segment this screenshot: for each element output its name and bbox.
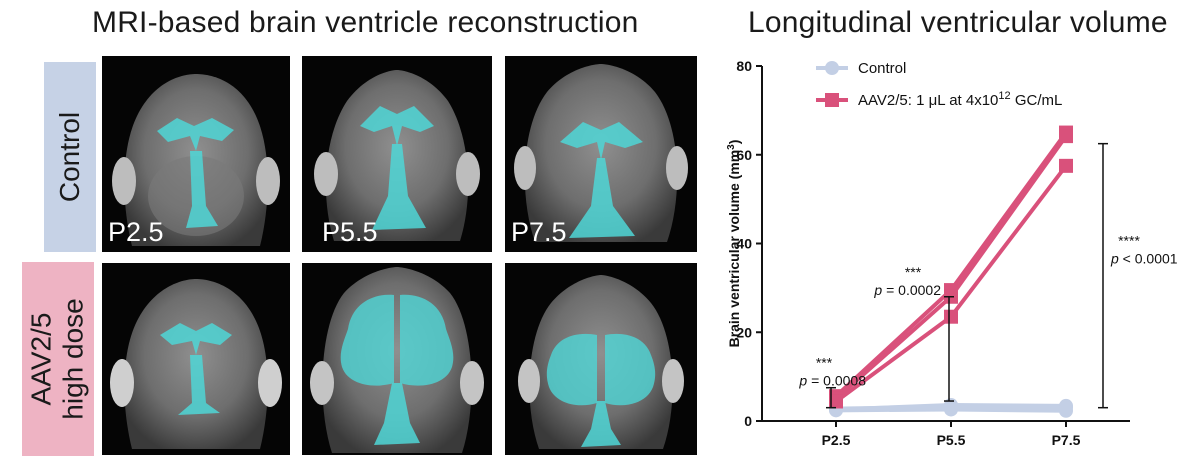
annotation-0-p-symbol: p: [798, 373, 807, 389]
annotation-2-stars: ****: [1118, 233, 1140, 249]
legend-0-marker: [825, 61, 839, 75]
mri-control-p2-5: P2.5: [102, 56, 290, 252]
legend-1-marker: [825, 93, 839, 107]
series-line-3: [834, 131, 1068, 398]
timepoint-label-control-p2-5: P2.5: [108, 217, 164, 247]
row-label-aav-line-2: high dose: [58, 298, 89, 420]
mri-control-p7-5: P7.5: [505, 56, 697, 252]
y-axis-title-sup: 3: [726, 144, 737, 150]
legend-0-label: Control: [858, 60, 906, 77]
timepoint-label-control-p7-5: P7.5: [511, 217, 567, 247]
series-line-4: [834, 134, 1068, 401]
annotation-1-stars: ***: [905, 264, 922, 280]
y-tick-label-1: 20: [736, 324, 752, 340]
row-label-control-text: Control: [54, 111, 86, 203]
mri-control-p5-5: P5.5: [302, 56, 492, 252]
y-axis-title: Brain ventricular volume (mm3): [726, 140, 743, 348]
row-label-aav-text: AAV2/5 high dose: [26, 298, 90, 419]
annotation-1-p: p = 0.0002: [873, 282, 941, 298]
annotation-1-p-value: = 0.0002: [882, 282, 941, 298]
legend-1-text-end: GC/mL: [1011, 92, 1063, 109]
legend-1-label: AAV2/5: 1 μL at 4x1012 GC/mL: [858, 90, 1062, 109]
x-tick-label-2: P7.5: [1052, 432, 1081, 448]
series-2-point-1: [944, 402, 958, 417]
y-tick-label-2: 40: [736, 236, 752, 252]
ventricular-volume-chart: 0 20 40 60 80 P2.5 P5.5 P7.5 Brain ventricular v…: [726, 58, 1178, 448]
y-axis-title-end: ): [726, 140, 742, 145]
annotation-2-p-value: < 0.0001: [1119, 251, 1178, 267]
series-5-point-1: [944, 309, 958, 324]
annotation-2-p-symbol: p: [1110, 251, 1119, 267]
annotation-0-p: p = 0.0008: [798, 373, 866, 389]
x-tick-label-1: P5.5: [937, 432, 966, 448]
series-4-point-2: [1059, 129, 1073, 144]
legend-0-text: Control: [858, 60, 906, 77]
timepoint-label-control-p5-5: P5.5: [322, 217, 378, 247]
legend-1-text: AAV2/5: 1 μL at 4x10: [858, 92, 998, 109]
x-tick-label-0: P2.5: [822, 432, 851, 448]
y-tick-label-0: 0: [744, 413, 752, 429]
annotation-2-p: p < 0.0001: [1110, 251, 1178, 267]
left-panel-title: MRI-based brain ventricle reconstruction: [92, 6, 639, 39]
y-axis-title-main: Brain ventricular volume (mm: [726, 150, 742, 348]
series-5-point-0: [829, 394, 843, 409]
row-label-aav: AAV2/5 high dose: [22, 262, 94, 456]
y-tick-label-4: 80: [736, 58, 752, 74]
series-5-point-2: [1059, 158, 1073, 173]
annotation-0-p-value: = 0.0008: [807, 373, 866, 389]
annotation-1-p-symbol: p: [873, 282, 882, 298]
right-panel-title: Longitudinal ventricular volume: [748, 6, 1168, 39]
mri-aav-p7-5: [505, 263, 697, 455]
legend-1-sup: 12: [998, 90, 1010, 102]
y-tick-label-3: 60: [736, 147, 752, 163]
series-2-point-2: [1059, 403, 1073, 418]
row-label-aav-line-1: AAV2/5: [26, 312, 57, 406]
mri-aav-p5-5: [302, 263, 492, 455]
mri-aav-p2-5: [102, 263, 290, 455]
annotation-0-stars: ***: [816, 355, 833, 371]
row-label-control: Control: [44, 62, 96, 252]
